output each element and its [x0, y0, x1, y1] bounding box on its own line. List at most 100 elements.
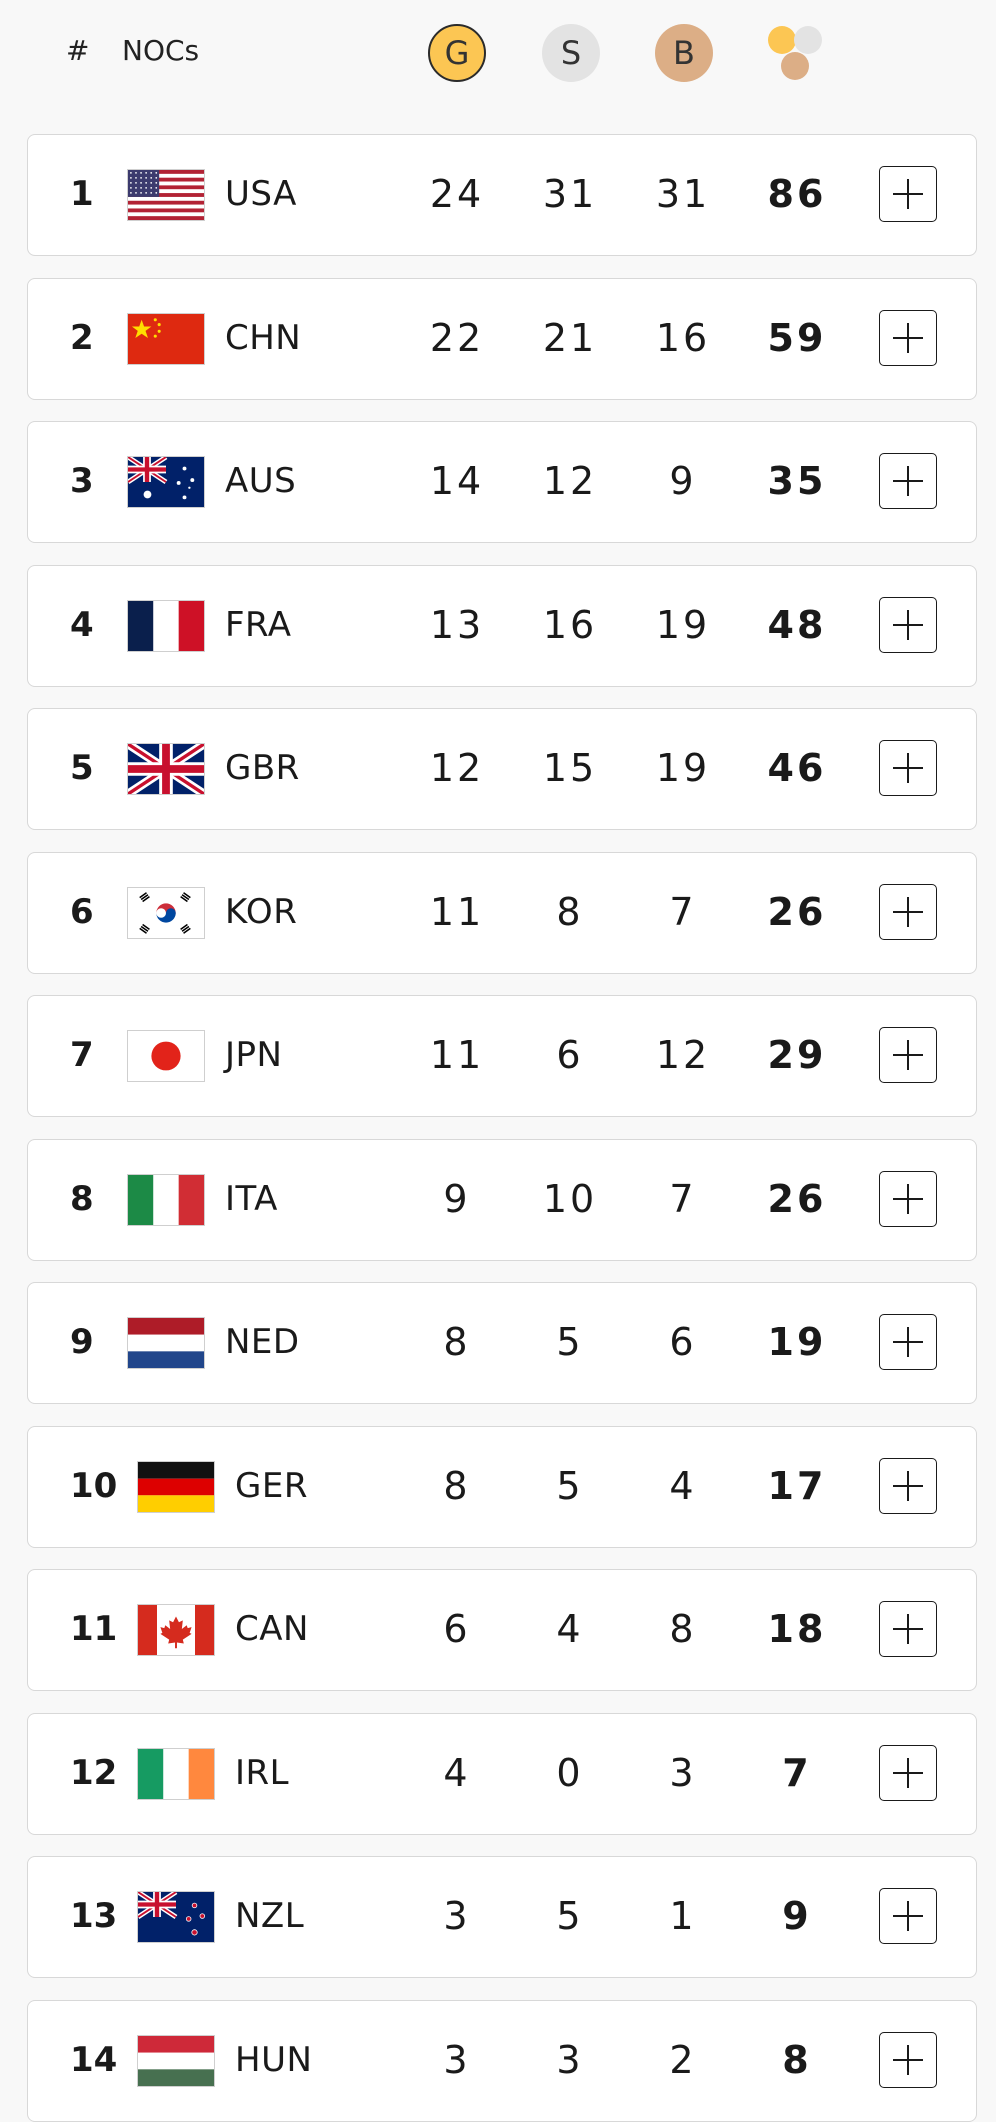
flag-ned-icon: [127, 1317, 205, 1369]
rank-value: 11: [70, 1609, 118, 1649]
total-gold-dot: [768, 26, 796, 54]
table-row[interactable]: 8 ITA 9 10 7 26: [27, 1138, 977, 1261]
silver-count: 21: [542, 315, 598, 360]
expand-plus-icon[interactable]: [879, 309, 937, 366]
table-header: # NOCs G S B: [0, 0, 996, 110]
table-row[interactable]: 13 NZL 3 5 1 9: [27, 1856, 977, 1978]
medals-total-icon[interactable]: [764, 24, 828, 84]
gold-count: 24: [429, 172, 485, 216]
silver-count: 10: [542, 1176, 598, 1221]
total-count: 29: [767, 1033, 827, 1077]
rank-value: 5: [70, 748, 94, 788]
rank-column-header: #: [66, 34, 90, 67]
silver-count: 5: [556, 1463, 584, 1508]
noc-code[interactable]: KOR: [225, 891, 298, 932]
table-row[interactable]: 1 USA 24 31 31 86: [27, 134, 977, 256]
gold-count: 9: [443, 1176, 471, 1221]
gold-count: 4: [443, 1750, 471, 1795]
silver-count: 6: [556, 1033, 584, 1077]
table-row[interactable]: 2 CHN 22 21 16 59: [27, 277, 977, 400]
silver-medal-column-header[interactable]: S: [542, 24, 600, 82]
noc-code[interactable]: HUN: [235, 2039, 313, 2080]
table-row[interactable]: 14 HUN 3 3 2 8: [27, 1999, 977, 2122]
noc-code[interactable]: NZL: [235, 1896, 305, 1936]
table-row[interactable]: 9 NED 8 5 6 19: [27, 1282, 977, 1404]
total-count: 48: [767, 602, 827, 647]
expand-plus-icon[interactable]: [879, 596, 937, 653]
flag-gbr-icon: [127, 743, 205, 795]
expand-plus-icon[interactable]: [879, 1457, 937, 1514]
table-row[interactable]: 6 KOR 11 8 7 26: [27, 851, 977, 974]
table-row[interactable]: 4 FRA 13 16 19 48: [27, 564, 977, 687]
bronze-count: 12: [655, 1033, 711, 1077]
gold-count: 11: [429, 889, 485, 934]
table-row[interactable]: 5 GBR 12 15 19 46: [27, 708, 977, 830]
gold-header-label: G: [444, 34, 470, 72]
noc-code[interactable]: GBR: [225, 748, 300, 788]
noc-code[interactable]: GER: [235, 1465, 308, 1506]
table-row[interactable]: 12 IRL 4 0 3 7: [27, 1712, 977, 1835]
table-row[interactable]: 10 GER 8 5 4 17: [27, 1425, 977, 1548]
flag-aus-icon: [127, 456, 205, 508]
total-count: 59: [767, 315, 827, 360]
gold-count: 3: [443, 2037, 471, 2082]
flag-nzl-icon: [137, 1891, 215, 1943]
table-row[interactable]: 3 AUS 14 12 9 35: [27, 421, 977, 543]
noc-code[interactable]: FRA: [225, 604, 292, 645]
gold-count: 13: [429, 602, 485, 647]
total-count: 17: [767, 1463, 827, 1508]
bronze-count: 8: [669, 1607, 697, 1651]
gold-count: 6: [443, 1607, 471, 1651]
silver-count: 3: [556, 2037, 584, 2082]
bronze-header-label: B: [673, 34, 695, 72]
gold-count: 12: [429, 746, 485, 790]
gold-count: 8: [443, 1320, 471, 1364]
silver-count: 8: [556, 889, 584, 934]
flag-kor-icon: [127, 886, 205, 939]
silver-count: 5: [556, 1894, 584, 1938]
noc-code[interactable]: USA: [225, 174, 297, 214]
rank-value: 6: [70, 891, 94, 932]
noc-code[interactable]: CAN: [235, 1609, 309, 1649]
gold-count: 11: [429, 1033, 485, 1077]
rank-value: 8: [70, 1178, 94, 1219]
noc-code[interactable]: ITA: [225, 1178, 278, 1219]
expand-plus-icon[interactable]: [879, 166, 937, 222]
silver-count: 15: [542, 746, 598, 790]
total-count: 86: [767, 172, 827, 216]
flag-fra-icon: [127, 599, 205, 652]
total-count: 46: [767, 746, 827, 790]
gold-medal-column-header[interactable]: G: [428, 24, 486, 82]
bronze-count: 16: [655, 315, 711, 360]
gold-count: 8: [443, 1463, 471, 1508]
bronze-count: 4: [669, 1463, 697, 1508]
bronze-count: 19: [655, 746, 711, 790]
flag-usa-icon: [127, 169, 205, 221]
expand-plus-icon[interactable]: [879, 740, 937, 796]
expand-plus-icon[interactable]: [879, 1170, 937, 1227]
expand-plus-icon[interactable]: [879, 1314, 937, 1370]
expand-plus-icon[interactable]: [879, 883, 937, 940]
flag-hun-icon: [137, 2034, 215, 2087]
expand-plus-icon[interactable]: [879, 453, 937, 509]
total-silver-dot: [794, 26, 822, 54]
nocs-column-header[interactable]: NOCs: [122, 34, 200, 67]
bronze-count: 1: [669, 1894, 697, 1938]
noc-code[interactable]: AUS: [225, 461, 297, 501]
expand-plus-icon[interactable]: [879, 1744, 937, 1801]
expand-plus-icon[interactable]: [879, 1601, 937, 1657]
table-row[interactable]: 11 CAN 6 4 8 18: [27, 1569, 977, 1691]
noc-code[interactable]: IRL: [235, 1752, 290, 1793]
noc-code[interactable]: JPN: [225, 1035, 283, 1075]
table-row[interactable]: 7 JPN 11 6 12 29: [27, 995, 977, 1117]
noc-code[interactable]: NED: [225, 1322, 300, 1362]
expand-plus-icon[interactable]: [879, 2031, 937, 2088]
noc-code[interactable]: CHN: [225, 317, 302, 358]
bronze-count: 6: [669, 1320, 697, 1364]
rank-value: 12: [70, 1752, 118, 1793]
bronze-medal-column-header[interactable]: B: [655, 24, 713, 82]
total-count: 7: [782, 1750, 812, 1795]
expand-plus-icon[interactable]: [879, 1888, 937, 1944]
rank-value: 10: [70, 1465, 118, 1506]
expand-plus-icon[interactable]: [879, 1027, 937, 1083]
